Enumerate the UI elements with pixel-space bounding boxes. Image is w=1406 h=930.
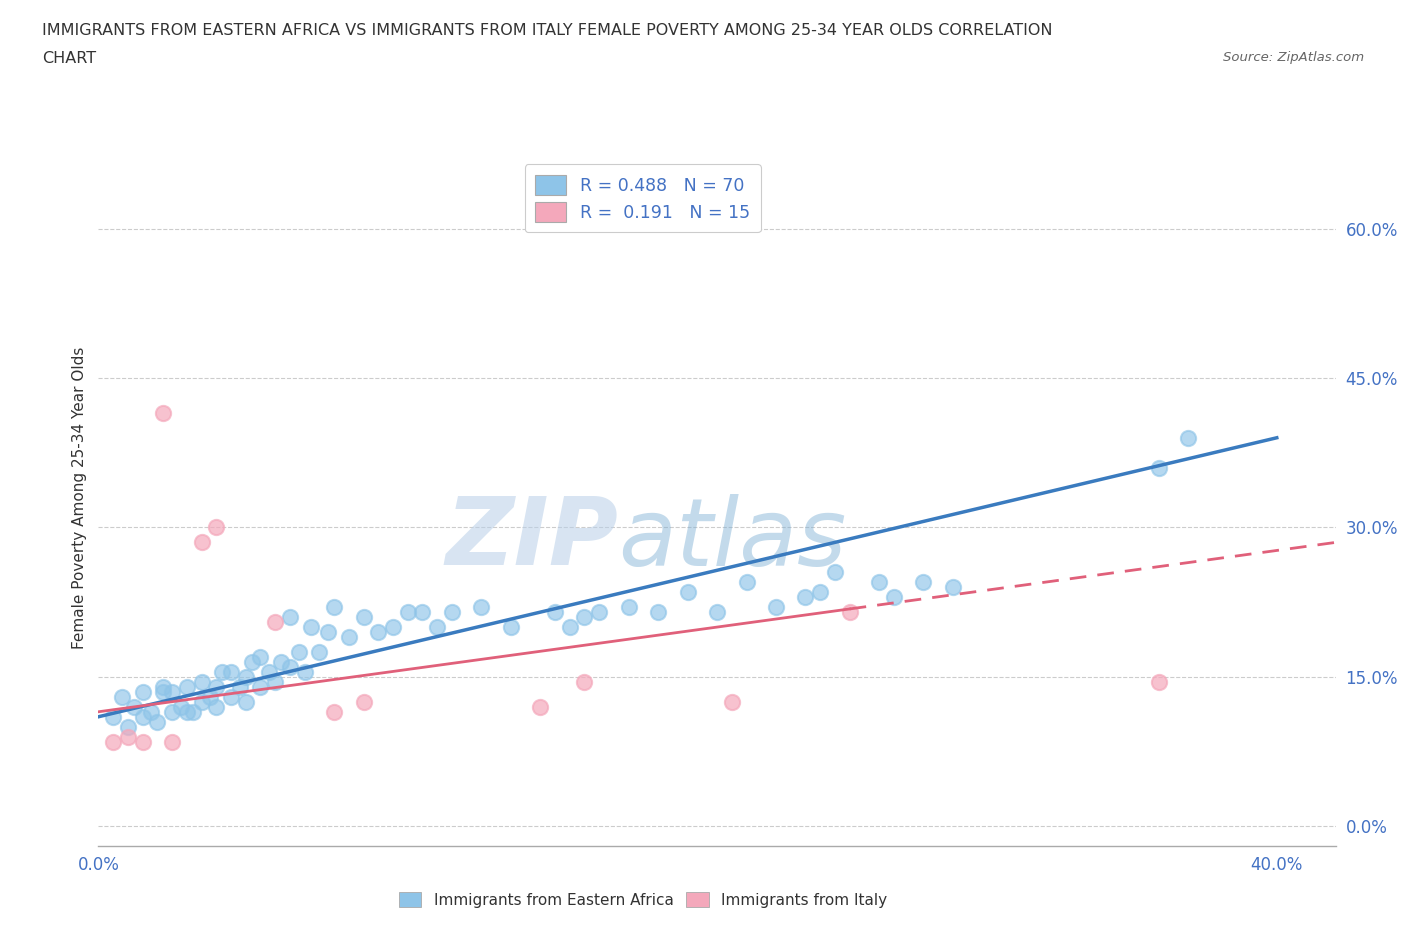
- Point: [299, 619, 322, 634]
- Point: [176, 680, 198, 695]
- Point: [131, 710, 153, 724]
- Point: [131, 684, 153, 699]
- Point: [219, 689, 242, 704]
- Point: [353, 610, 375, 625]
- Point: [1147, 460, 1170, 475]
- Point: [190, 695, 212, 710]
- Point: [200, 689, 222, 704]
- Point: [205, 680, 228, 695]
- Point: [211, 665, 233, 680]
- Legend: Immigrants from Eastern Africa, Immigrants from Italy: Immigrants from Eastern Africa, Immigran…: [391, 884, 894, 915]
- Point: [176, 704, 198, 719]
- Point: [152, 405, 174, 420]
- Point: [101, 735, 124, 750]
- Text: IMMIGRANTS FROM EASTERN AFRICA VS IMMIGRANTS FROM ITALY FEMALE POVERTY AMONG 25-: IMMIGRANTS FROM EASTERN AFRICA VS IMMIGR…: [42, 23, 1053, 38]
- Point: [794, 590, 817, 604]
- Point: [160, 684, 183, 699]
- Point: [219, 665, 242, 680]
- Point: [588, 604, 610, 619]
- Point: [278, 659, 301, 674]
- Point: [647, 604, 669, 619]
- Point: [574, 674, 596, 689]
- Point: [574, 610, 596, 625]
- Point: [235, 695, 257, 710]
- Point: [205, 520, 228, 535]
- Point: [382, 619, 405, 634]
- Point: [323, 600, 346, 615]
- Point: [287, 644, 309, 659]
- Point: [249, 680, 271, 695]
- Point: [912, 575, 935, 590]
- Point: [808, 585, 831, 600]
- Point: [235, 670, 257, 684]
- Point: [229, 680, 252, 695]
- Point: [122, 699, 145, 714]
- Text: Source: ZipAtlas.com: Source: ZipAtlas.com: [1223, 51, 1364, 64]
- Text: ZIP: ZIP: [446, 494, 619, 585]
- Point: [411, 604, 433, 619]
- Point: [440, 604, 463, 619]
- Point: [101, 710, 124, 724]
- Point: [499, 619, 522, 634]
- Point: [353, 695, 375, 710]
- Point: [838, 604, 860, 619]
- Point: [337, 630, 360, 644]
- Point: [308, 644, 330, 659]
- Point: [323, 704, 346, 719]
- Point: [765, 600, 787, 615]
- Point: [160, 704, 183, 719]
- Point: [259, 665, 281, 680]
- Point: [264, 674, 287, 689]
- Point: [426, 619, 449, 634]
- Point: [152, 684, 174, 699]
- Point: [131, 735, 153, 750]
- Point: [367, 625, 389, 640]
- Point: [117, 729, 139, 744]
- Point: [735, 575, 758, 590]
- Point: [1177, 431, 1199, 445]
- Point: [152, 680, 174, 695]
- Point: [181, 704, 204, 719]
- Point: [706, 604, 728, 619]
- Point: [824, 565, 846, 579]
- Point: [316, 625, 339, 640]
- Point: [111, 689, 134, 704]
- Point: [1147, 674, 1170, 689]
- Y-axis label: Female Poverty Among 25-34 Year Olds: Female Poverty Among 25-34 Year Olds: [72, 346, 87, 649]
- Point: [529, 699, 551, 714]
- Point: [942, 579, 965, 594]
- Point: [141, 704, 163, 719]
- Point: [470, 600, 492, 615]
- Point: [544, 604, 567, 619]
- Point: [270, 655, 292, 670]
- Point: [160, 735, 183, 750]
- Point: [278, 610, 301, 625]
- Point: [617, 600, 640, 615]
- Point: [396, 604, 419, 619]
- Point: [170, 699, 193, 714]
- Text: CHART: CHART: [42, 51, 96, 66]
- Point: [117, 719, 139, 734]
- Point: [240, 655, 263, 670]
- Point: [294, 665, 316, 680]
- Point: [676, 585, 699, 600]
- Point: [190, 535, 212, 550]
- Point: [205, 699, 228, 714]
- Point: [720, 695, 742, 710]
- Point: [868, 575, 890, 590]
- Point: [249, 649, 271, 664]
- Point: [264, 615, 287, 630]
- Point: [558, 619, 581, 634]
- Point: [146, 714, 169, 729]
- Text: atlas: atlas: [619, 494, 846, 585]
- Point: [883, 590, 905, 604]
- Point: [190, 674, 212, 689]
